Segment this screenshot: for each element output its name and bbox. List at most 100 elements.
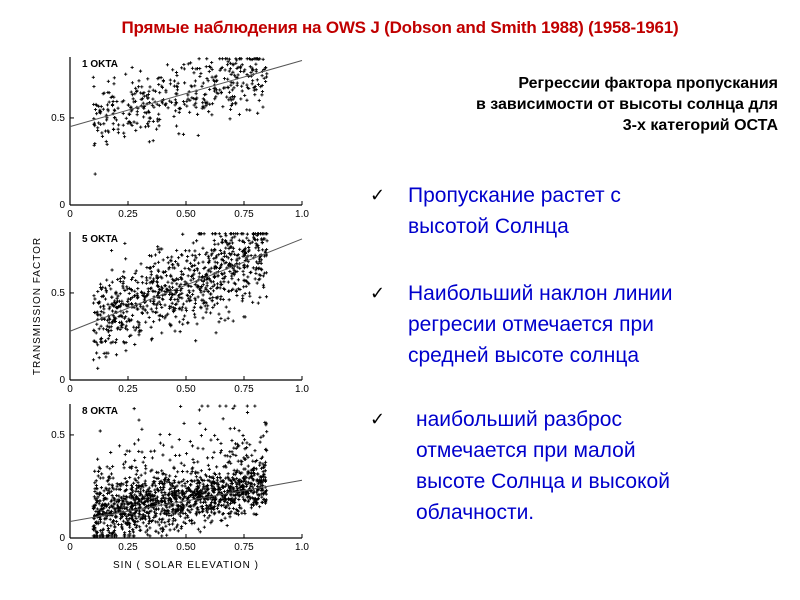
data-point [93,487,97,491]
data-point [215,301,219,305]
data-point [126,299,130,303]
data-point [112,319,116,323]
data-point [123,460,128,464]
data-point [164,473,168,477]
data-point [161,79,166,83]
data-point [161,528,166,532]
data-point [104,288,108,293]
data-point [201,101,205,105]
data-point [189,284,193,289]
data-point [231,472,236,476]
data-point [181,322,185,326]
data-point [137,485,141,489]
data-point [235,81,239,85]
data-point [117,494,121,498]
data-point [194,487,198,491]
data-point [263,469,267,473]
data-point [220,272,224,276]
data-point [116,522,121,527]
data-point [152,475,156,479]
data-point [211,284,215,289]
data-point [134,86,138,90]
data-point [212,238,216,243]
data-point [210,498,214,502]
data-point [231,70,235,74]
data-point [160,297,164,301]
data-point [195,322,199,326]
data-point [229,258,234,262]
data-point [212,512,216,516]
data-point [129,90,133,94]
data-point [168,505,172,509]
data-point [242,438,247,442]
data-point [94,510,98,514]
data-point [215,296,219,300]
data-point [220,241,224,245]
data-point [139,97,143,101]
data-point [232,73,236,77]
data-point [177,132,181,136]
data-point [193,249,197,253]
data-point [254,271,258,276]
data-point [157,250,161,254]
data-point [144,530,148,534]
data-point [99,337,103,341]
data-point [190,253,194,257]
data-point [156,471,160,475]
data-point [223,232,227,236]
data-point [118,509,122,513]
data-point [128,516,132,521]
data-point [189,504,193,508]
data-point [163,103,168,107]
data-point [219,316,223,321]
data-point [119,515,123,519]
data-point [137,333,141,337]
data-point [169,297,173,301]
data-point [257,98,261,103]
data-point [179,275,183,280]
data-point [238,247,242,251]
data-point [99,313,103,317]
data-point [215,506,219,511]
data-point [232,86,236,90]
data-point [197,271,201,275]
data-point [118,292,122,296]
data-point [100,134,105,138]
data-point [132,519,136,523]
data-point [227,476,231,480]
data-point [209,65,213,69]
data-point [243,511,247,516]
data-point [254,268,258,272]
data-point [180,469,185,474]
data-point [185,259,189,263]
data-point [131,97,135,101]
data-point [163,289,167,294]
data-point [162,270,166,275]
data-point [161,471,165,476]
data-point [194,339,198,343]
data-point [205,307,209,311]
data-point [134,495,138,500]
data-point [212,450,216,454]
data-point [198,74,202,79]
data-point [169,513,173,518]
data-point [163,521,167,525]
data-point [229,83,233,87]
check-icon: ✓ [370,185,386,206]
data-point [130,504,134,508]
data-point [238,478,242,482]
data-point [223,498,228,502]
data-point [112,95,116,99]
data-point [175,248,179,253]
data-point [105,324,109,328]
data-point [206,487,210,491]
data-point [183,266,187,270]
data-point [114,353,119,357]
data-point [157,523,161,527]
data-point [253,404,257,408]
data-point [236,287,240,291]
data-point [118,327,122,332]
data-point [254,467,259,471]
data-point [240,299,244,303]
data-point [243,291,247,296]
